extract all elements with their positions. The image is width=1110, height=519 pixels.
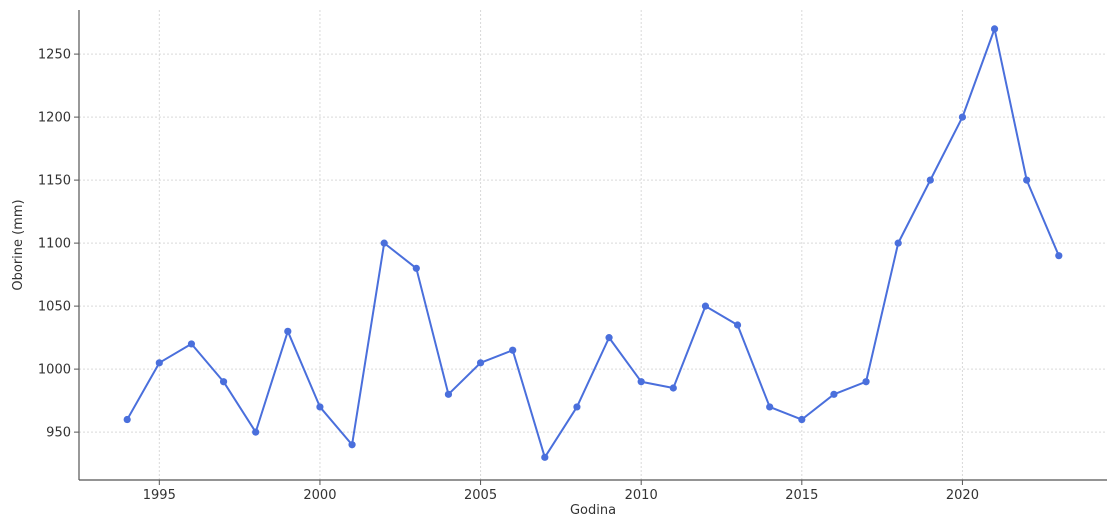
x-axis-label: Godina [570, 503, 616, 518]
data-point [348, 441, 356, 449]
data-point [830, 390, 838, 398]
data-point [284, 327, 292, 335]
y-tick-label: 1250 [38, 48, 71, 63]
data-point [701, 302, 710, 310]
series [123, 25, 1063, 461]
data-point [573, 403, 581, 411]
data-point [476, 359, 485, 367]
data-point [862, 378, 870, 386]
data-point [1055, 252, 1063, 260]
x-tick-label: 2020 [946, 488, 979, 503]
data-point [669, 384, 677, 392]
x-tick-label: 2005 [464, 488, 497, 503]
x-tick-label: 2015 [785, 488, 818, 503]
data-point [316, 403, 324, 411]
grid [79, 10, 1107, 480]
data-point [187, 340, 196, 348]
y-tick-label: 1100 [38, 237, 71, 252]
data-point [894, 239, 902, 247]
data-point [541, 453, 549, 461]
data-point [444, 390, 453, 398]
data-point [605, 334, 613, 342]
y-tick-label: 1050 [38, 300, 71, 315]
y-tick-label: 1150 [38, 174, 71, 189]
y-tick-label: 950 [46, 426, 71, 441]
data-point [926, 176, 934, 184]
data-point [733, 321, 742, 329]
y-axis-ticks: 950 1000 1050 1100 1150 1200 1250 [38, 48, 79, 441]
x-tick-label: 2010 [625, 488, 658, 503]
data-point [1023, 176, 1031, 184]
x-tick-label: 1995 [143, 488, 176, 503]
data-point [155, 359, 163, 367]
data-point [123, 415, 131, 424]
data-point [252, 428, 260, 436]
data-point [509, 346, 517, 354]
data-point [219, 378, 228, 386]
data-point [958, 113, 967, 121]
data-point [766, 403, 774, 411]
data-point [637, 378, 645, 386]
y-tick-label: 1000 [38, 363, 71, 378]
y-axis-label: Oborine (mm) [11, 199, 26, 290]
series-line [126, 27, 1060, 459]
x-axis-ticks: 1995 2000 2005 2010 2015 2020 [143, 480, 979, 503]
data-point [990, 25, 999, 33]
axes [78, 10, 1107, 481]
data-point [412, 264, 420, 272]
data-point [380, 239, 388, 247]
data-point [798, 415, 806, 424]
y-tick-label: 1200 [38, 111, 71, 126]
x-tick-label: 2000 [303, 488, 336, 503]
